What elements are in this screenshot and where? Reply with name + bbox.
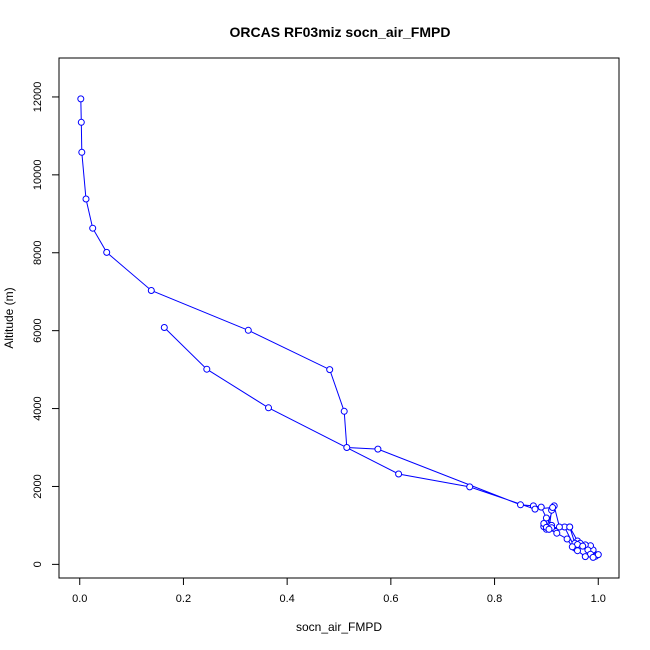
data-point <box>589 553 597 561</box>
x-axis: 0.0 0.2 0.4 0.6 0.8 1.0 <box>72 578 606 605</box>
x-tick-label: 0.8 <box>487 593 502 605</box>
data-point <box>340 407 348 415</box>
data-point <box>531 505 539 513</box>
y-tick-label: 8000 <box>32 241 44 265</box>
data-point <box>203 365 211 373</box>
data-point <box>78 148 86 156</box>
data-point <box>265 404 272 412</box>
y-tick-label: 10000 <box>32 160 44 191</box>
y-tick-label: 0 <box>32 561 44 567</box>
data-point <box>563 535 571 543</box>
series-line <box>80 98 600 559</box>
x-tick-label: 1.0 <box>591 593 606 605</box>
data-point <box>574 547 581 555</box>
data-point <box>244 326 252 334</box>
data-point <box>77 95 85 103</box>
y-tick-label: 12000 <box>32 82 44 113</box>
data-point <box>326 366 334 374</box>
y-tick-label: 2000 <box>32 474 44 498</box>
data-point <box>553 529 561 537</box>
data-point <box>579 542 587 550</box>
data-point <box>77 118 85 126</box>
data-points <box>77 95 602 561</box>
x-axis-label: socn_air_FMPD <box>296 620 382 634</box>
data-point <box>566 523 574 531</box>
x-tick-label: 0.2 <box>176 593 191 605</box>
data-point <box>549 504 557 511</box>
data-point <box>517 501 524 509</box>
data-point <box>537 503 545 511</box>
data-point <box>103 248 111 256</box>
data-point <box>147 287 155 294</box>
x-tick-label: 0.6 <box>383 593 398 605</box>
data-point <box>89 224 97 232</box>
y-axis-label: Altitude (m) <box>2 287 16 348</box>
data-point <box>581 553 589 561</box>
data-point <box>545 525 553 533</box>
y-axis: 0 2000 4000 6000 8000 10000 12000 <box>32 82 59 567</box>
y-tick-label: 4000 <box>32 396 44 420</box>
y-tick-label: 6000 <box>32 318 44 342</box>
plot-frame <box>58 57 620 579</box>
data-point <box>568 543 576 551</box>
data-point <box>82 195 90 203</box>
data-point <box>466 483 474 491</box>
data-point <box>542 514 550 522</box>
x-tick-label: 0.4 <box>279 593 294 605</box>
data-point <box>395 470 403 478</box>
data-point <box>160 324 168 331</box>
data-point <box>555 523 563 531</box>
data-point <box>343 444 351 451</box>
data-point <box>374 445 382 453</box>
x-tick-label: 0.0 <box>72 593 87 605</box>
chart-title: ORCAS RF03miz socn_air_FMPD <box>230 24 451 40</box>
data-point <box>594 551 602 559</box>
